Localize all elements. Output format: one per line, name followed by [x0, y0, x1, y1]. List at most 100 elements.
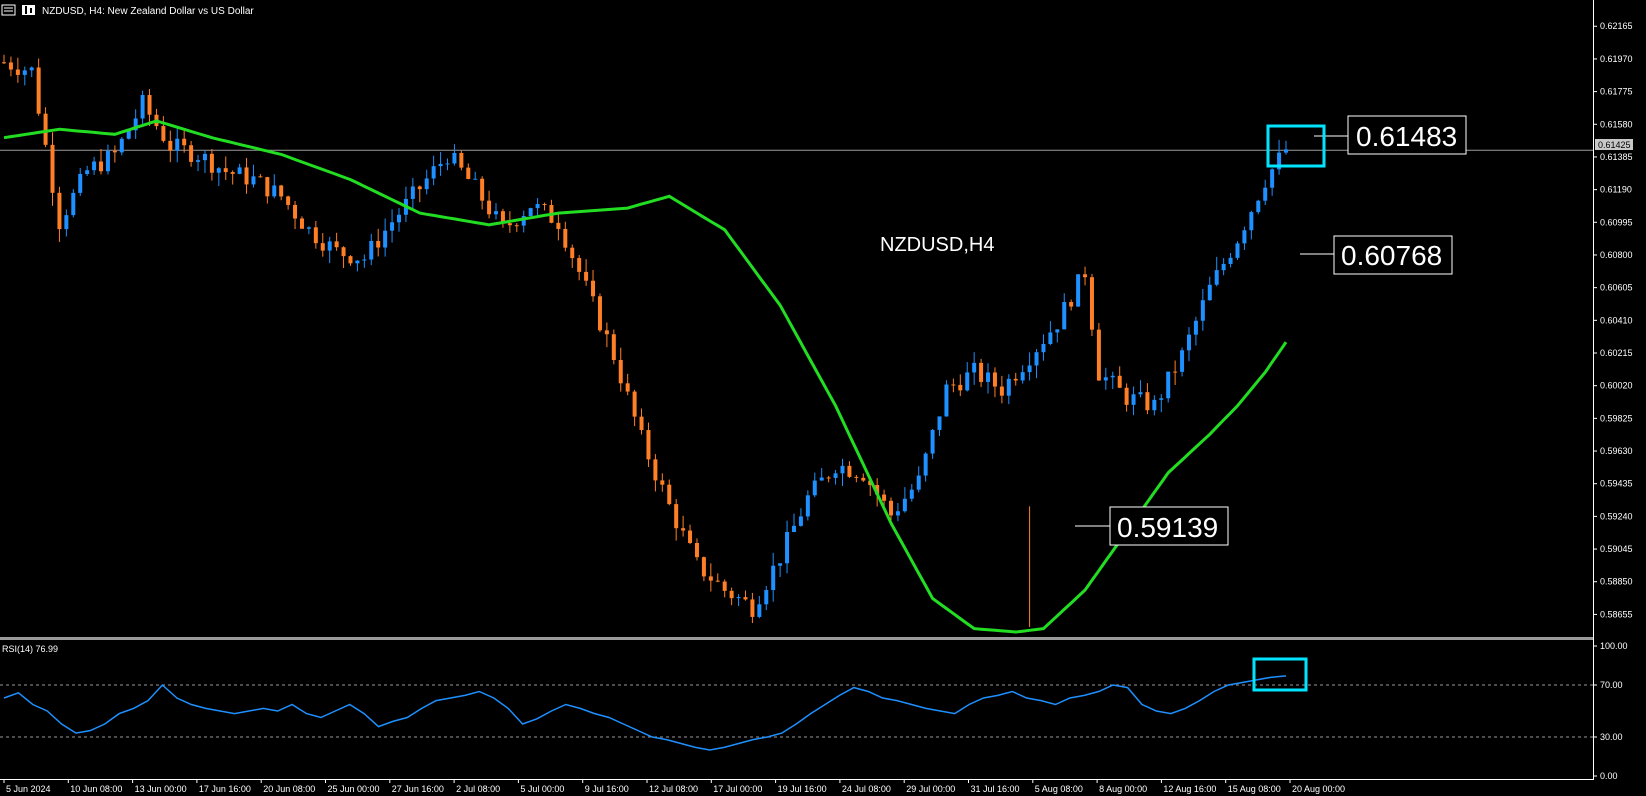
candle-body	[979, 362, 984, 382]
price-tick-label: 0.59045	[1600, 544, 1633, 554]
candle-body	[1103, 377, 1108, 381]
candle-body	[1124, 387, 1129, 405]
candle-body	[909, 489, 914, 499]
candle-body	[986, 372, 991, 382]
candle-body	[1242, 230, 1247, 244]
rsi-label: RSI(14) 76.99	[2, 644, 58, 654]
date-tick-label: 8 Aug 00:00	[1099, 784, 1147, 794]
callout-box	[1347, 115, 1467, 155]
candle-body	[494, 211, 499, 215]
candle-body	[147, 95, 152, 115]
candle-body	[1076, 274, 1081, 307]
candle-body	[334, 241, 339, 248]
price-tick-label: 0.61385	[1600, 152, 1633, 162]
candle-body	[847, 465, 852, 477]
candle-body	[1214, 270, 1219, 285]
candle-body	[771, 565, 776, 591]
candle-body	[882, 494, 887, 501]
candle-body	[791, 525, 796, 532]
candle-body	[390, 222, 395, 231]
candle-body	[507, 223, 512, 226]
candle-body	[383, 230, 388, 248]
candle-body	[431, 166, 436, 179]
candle-body	[57, 192, 62, 230]
date-tick-label: 5 Jul 00:00	[520, 784, 564, 794]
date-tick-label: 9 Jul 16:00	[585, 784, 629, 794]
candle-body	[1228, 257, 1233, 264]
candle-body	[708, 576, 713, 581]
candle-body	[722, 581, 727, 591]
candle-body	[119, 138, 124, 153]
candle-body	[639, 416, 644, 431]
price-tick-label: 0.60995	[1600, 217, 1633, 227]
candle-body	[577, 258, 582, 272]
candle-body	[1006, 378, 1011, 396]
candle-body	[1138, 392, 1143, 395]
candle-body	[286, 196, 291, 205]
candle-body	[140, 95, 145, 119]
candle-body	[902, 498, 907, 512]
candle-body	[535, 204, 540, 209]
candle-body	[487, 200, 492, 215]
candle-body	[376, 240, 381, 248]
rsi-line	[3, 675, 1287, 751]
candle-body	[563, 228, 568, 248]
candle-body	[972, 362, 977, 373]
candle-body	[1193, 320, 1198, 335]
candle-body	[105, 150, 110, 172]
candle-body	[1166, 371, 1171, 399]
candle-body	[937, 416, 942, 430]
candle-body	[1235, 243, 1240, 258]
price-tick-label: 0.59825	[1600, 413, 1633, 423]
candle-body	[279, 185, 284, 197]
candle-body	[1013, 378, 1018, 381]
candle-body	[216, 168, 221, 173]
price-callout-1: 0.61483	[1314, 115, 1467, 155]
candle-body	[660, 480, 665, 485]
candle-body	[785, 531, 790, 564]
candle-body	[320, 243, 325, 251]
candle-body	[92, 161, 97, 171]
date-tick-label: 25 Jun 00:00	[328, 784, 380, 794]
candle-body	[1041, 343, 1046, 353]
candle-body	[244, 167, 249, 185]
candle-body	[133, 118, 138, 131]
date-tick-label: 10 Jun 08:00	[70, 784, 122, 794]
candle-mode-icon[interactable]	[22, 5, 35, 15]
candle-body	[999, 386, 1004, 396]
candle-body	[951, 384, 956, 386]
candle-body	[992, 372, 997, 387]
price-highlight-box	[1266, 124, 1326, 168]
menu-icon[interactable]	[1, 4, 16, 16]
candle-body	[459, 152, 464, 168]
candle-body	[452, 152, 457, 164]
candle-body	[313, 227, 318, 244]
date-tick-label: 20 Aug 00:00	[1292, 784, 1345, 794]
rsi-panel	[0, 675, 1593, 751]
candle-body	[369, 240, 374, 260]
candle-body	[764, 590, 769, 605]
price-tick-label: 0.62165	[1600, 21, 1633, 31]
candle-body	[819, 477, 824, 481]
callout-box	[1109, 506, 1229, 546]
candle-body	[293, 204, 298, 219]
moving-average-line	[3, 119, 1288, 634]
candle-body	[674, 504, 679, 529]
date-tick-label: 2 Jul 08:00	[456, 784, 500, 794]
candle-body	[625, 383, 630, 392]
price-tick-label: 0.61190	[1600, 185, 1632, 195]
candle-body	[611, 334, 616, 361]
candle-body	[701, 557, 706, 577]
current-price-tag	[1595, 139, 1633, 150]
price-callout-2: 0.60768	[1300, 235, 1453, 275]
candle-body	[480, 178, 485, 201]
candle-body	[715, 580, 720, 582]
candle-body	[272, 185, 277, 197]
price-callout-3: 0.59139	[1075, 506, 1229, 546]
candle-body	[2, 62, 6, 64]
price-tick-label: 0.61580	[1600, 119, 1633, 129]
candle-body	[805, 495, 810, 517]
candle-body	[8, 62, 13, 70]
chart-title: NZDUSD, H4: New Zealand Dollar vs US Dol…	[42, 6, 254, 17]
candle-body	[591, 280, 596, 297]
